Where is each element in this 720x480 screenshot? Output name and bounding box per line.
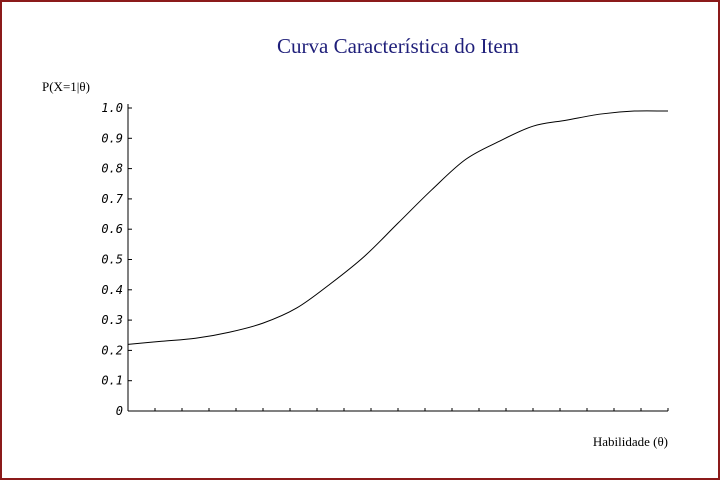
y-tick-label: 0.3 <box>101 313 123 327</box>
y-tick-label: 0.5 <box>101 253 123 267</box>
y-ticks: 0 0.1 0.2 0.3 0.4 0.5 0.6 0.7 0.8 0.9 1.0 <box>101 101 132 418</box>
y-tick-label: 1.0 <box>101 101 123 115</box>
y-tick-label: 0.4 <box>101 283 123 297</box>
y-tick-label: 0.2 <box>101 343 123 357</box>
y-tick-label: 0.9 <box>101 131 123 145</box>
icc-curve <box>127 110 669 345</box>
y-tick-label: 0.7 <box>101 192 123 206</box>
x-axis-label: Habilidade (θ) <box>593 434 668 449</box>
y-tick-label: 0.6 <box>101 222 123 236</box>
chart-title: Curva Característica do Item <box>277 34 519 58</box>
y-axis-label: P(X=1|θ) <box>42 79 90 94</box>
x-ticks <box>127 408 669 411</box>
y-tick-label: 0.1 <box>101 374 123 388</box>
y-tick-label: 0.8 <box>101 162 123 176</box>
y-tick-label: 0 <box>116 404 123 418</box>
